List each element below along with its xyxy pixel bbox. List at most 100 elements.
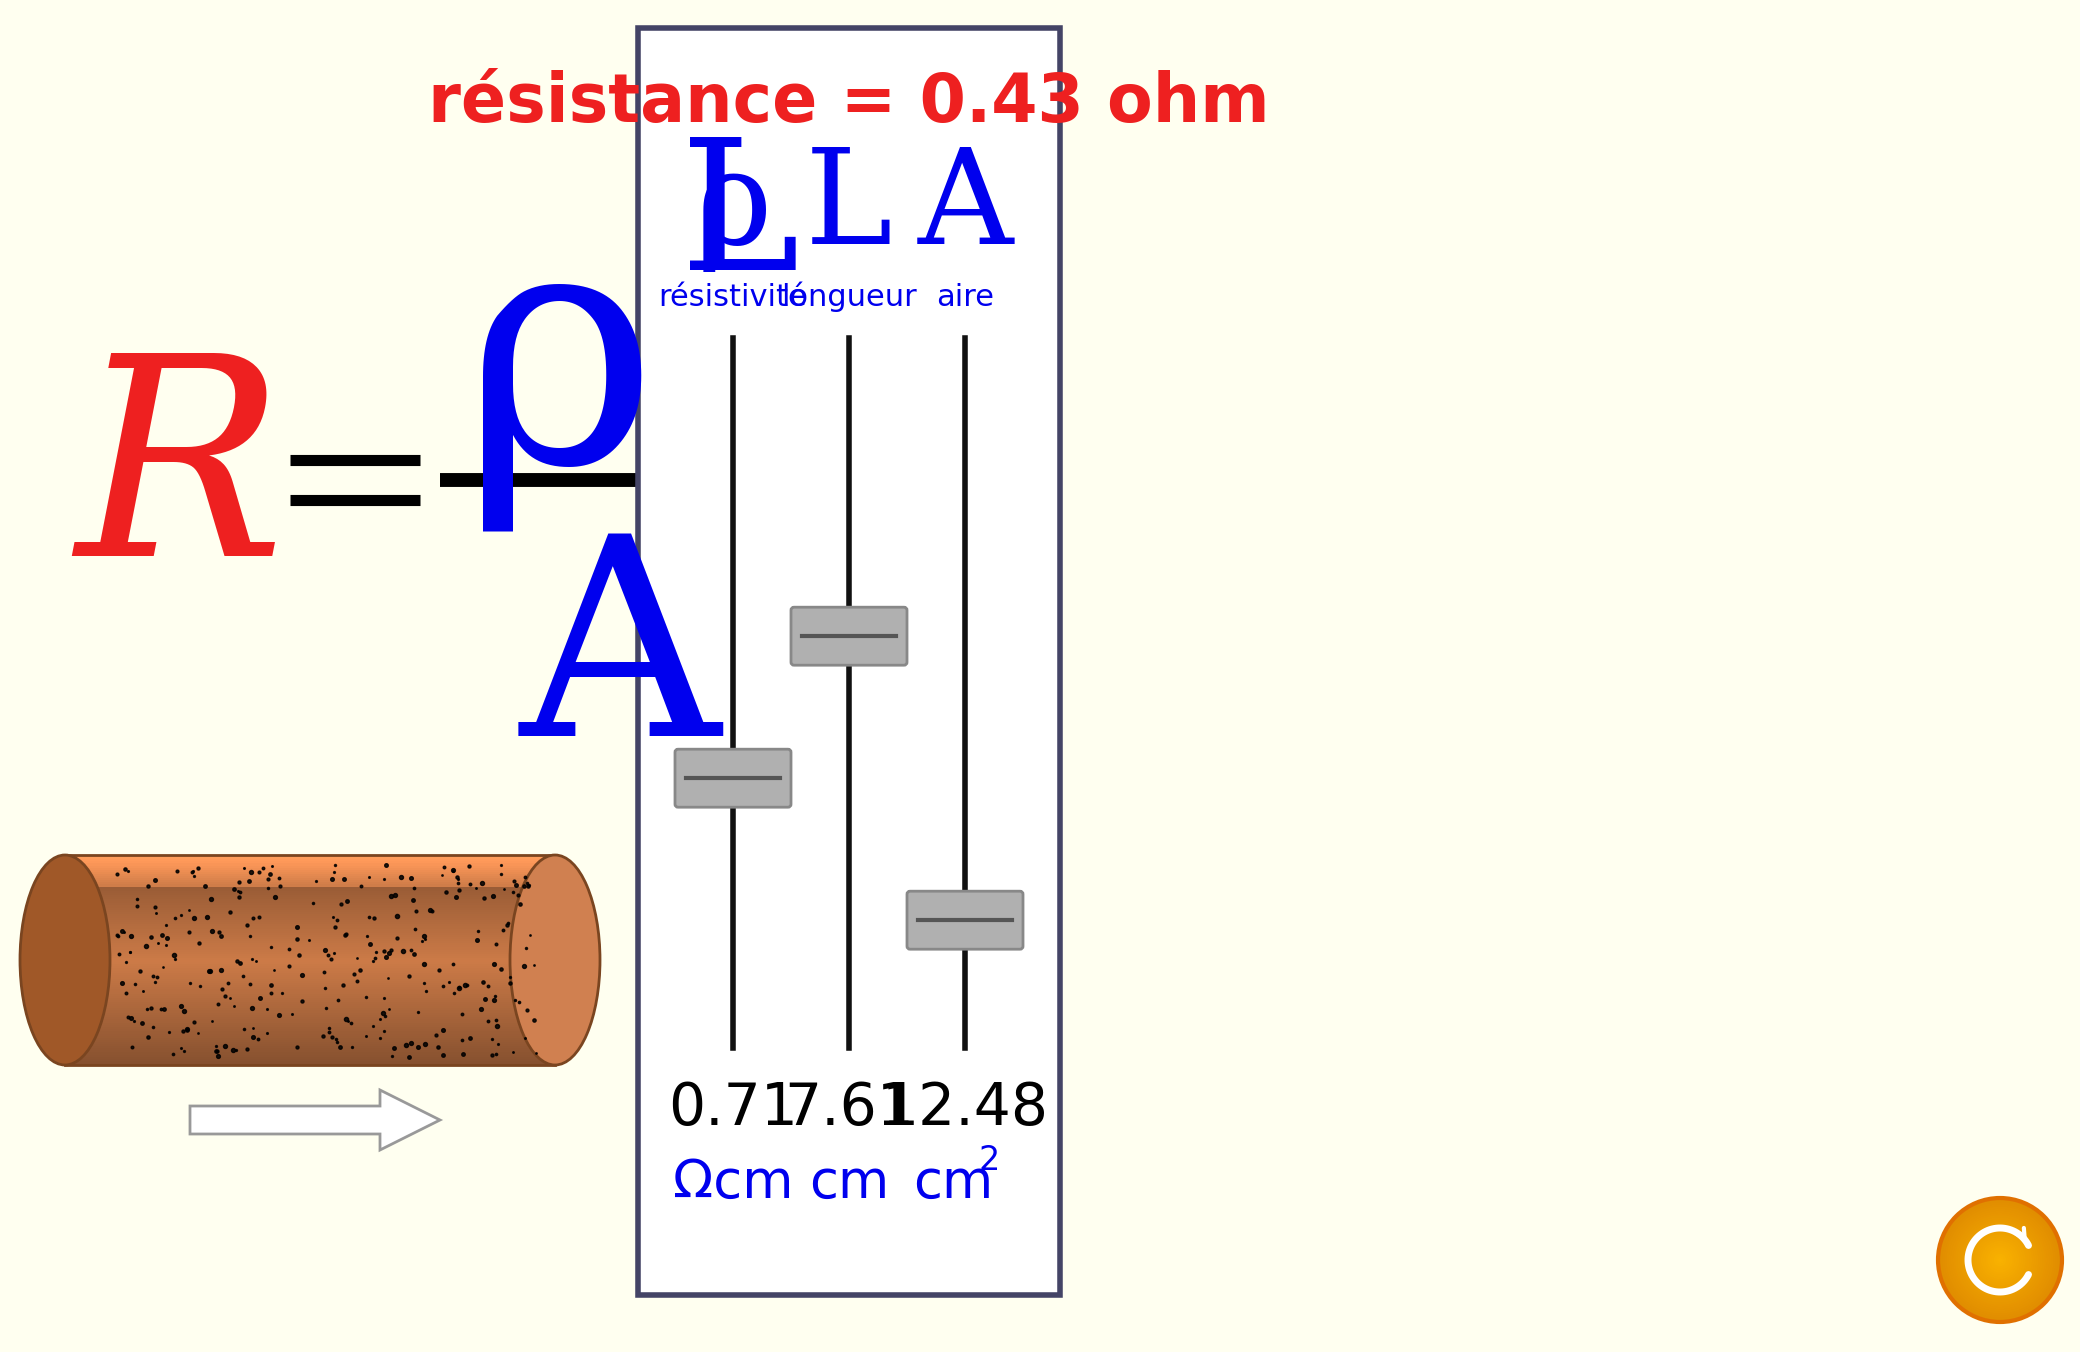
Bar xyxy=(64,972,555,976)
Bar xyxy=(64,982,555,984)
Text: ρ: ρ xyxy=(462,210,657,531)
Text: L: L xyxy=(805,143,892,273)
Bar xyxy=(64,1010,555,1014)
Bar xyxy=(64,869,555,873)
Bar xyxy=(64,907,555,911)
Circle shape xyxy=(1999,1257,2003,1263)
Bar xyxy=(64,959,555,961)
Circle shape xyxy=(1982,1242,2018,1278)
Bar xyxy=(64,1061,555,1064)
Bar xyxy=(64,944,555,946)
Bar xyxy=(64,1028,555,1030)
Bar xyxy=(64,922,555,925)
FancyBboxPatch shape xyxy=(907,891,1023,949)
Text: A: A xyxy=(917,143,1013,273)
Bar xyxy=(64,1033,555,1037)
Bar xyxy=(64,877,555,882)
Bar xyxy=(64,1036,555,1038)
Bar xyxy=(64,887,555,890)
Bar xyxy=(64,1044,555,1046)
Circle shape xyxy=(1993,1253,2007,1267)
Circle shape xyxy=(1991,1252,2009,1268)
Text: Ωcm: Ωcm xyxy=(672,1157,792,1209)
Bar xyxy=(64,896,555,900)
Bar xyxy=(64,995,555,999)
Bar xyxy=(64,998,555,1000)
Bar xyxy=(64,1048,555,1052)
Bar xyxy=(64,902,555,904)
Bar xyxy=(64,940,555,942)
Bar xyxy=(64,945,555,948)
Bar xyxy=(64,854,555,859)
Bar xyxy=(64,918,555,921)
FancyBboxPatch shape xyxy=(790,607,907,665)
Bar xyxy=(64,952,555,955)
Bar xyxy=(64,906,555,909)
FancyBboxPatch shape xyxy=(676,749,790,807)
Circle shape xyxy=(1947,1206,2053,1313)
Bar xyxy=(64,915,555,919)
Bar xyxy=(64,892,555,896)
Bar xyxy=(64,1005,555,1007)
Bar xyxy=(64,1014,555,1018)
Circle shape xyxy=(1988,1249,2011,1271)
Bar xyxy=(64,934,555,938)
Circle shape xyxy=(1978,1238,2022,1282)
Bar xyxy=(64,926,555,930)
Bar xyxy=(64,1023,555,1026)
Circle shape xyxy=(1970,1230,2030,1290)
Bar xyxy=(64,884,555,887)
Bar xyxy=(64,925,555,927)
Text: L: L xyxy=(680,132,801,308)
Bar xyxy=(64,899,555,902)
Text: 12.48: 12.48 xyxy=(882,1079,1048,1137)
Bar xyxy=(64,1002,555,1005)
Bar xyxy=(64,873,555,877)
Circle shape xyxy=(1984,1245,2016,1275)
Bar xyxy=(64,948,555,950)
FancyArrow shape xyxy=(189,1090,441,1151)
Bar xyxy=(64,868,555,871)
Circle shape xyxy=(1941,1201,2059,1320)
Bar xyxy=(64,1040,555,1042)
Bar xyxy=(64,986,555,988)
Bar xyxy=(64,1042,555,1045)
Bar xyxy=(64,960,555,963)
Circle shape xyxy=(1957,1217,2043,1303)
Bar xyxy=(64,937,555,940)
Bar xyxy=(64,1059,555,1061)
Bar xyxy=(64,1013,555,1015)
Bar xyxy=(64,930,555,934)
Bar xyxy=(64,1032,555,1034)
Circle shape xyxy=(1943,1202,2057,1318)
Bar xyxy=(64,991,555,995)
Bar xyxy=(64,979,555,982)
Bar xyxy=(64,888,555,892)
Bar xyxy=(64,857,555,860)
Bar xyxy=(64,987,555,991)
Bar xyxy=(64,880,555,883)
Text: aire: aire xyxy=(936,284,994,312)
Bar xyxy=(64,1017,555,1019)
Bar xyxy=(64,865,555,868)
Bar xyxy=(64,1046,555,1049)
Circle shape xyxy=(1980,1241,2020,1279)
Bar xyxy=(64,968,555,972)
Text: A: A xyxy=(520,526,720,795)
Text: 2: 2 xyxy=(978,1145,1000,1178)
Circle shape xyxy=(1949,1209,2051,1311)
Bar xyxy=(64,1063,555,1065)
Circle shape xyxy=(1945,1205,2055,1315)
Circle shape xyxy=(1959,1220,2040,1301)
Bar xyxy=(64,876,555,879)
Bar xyxy=(64,971,555,973)
Bar xyxy=(64,921,555,923)
Circle shape xyxy=(1972,1232,2028,1288)
Text: ρ: ρ xyxy=(695,143,772,273)
Bar xyxy=(64,1057,555,1060)
Circle shape xyxy=(1968,1228,2032,1293)
Bar xyxy=(64,1051,555,1053)
Bar xyxy=(64,964,555,967)
Bar xyxy=(64,903,555,906)
Text: 7.61: 7.61 xyxy=(784,1079,913,1137)
